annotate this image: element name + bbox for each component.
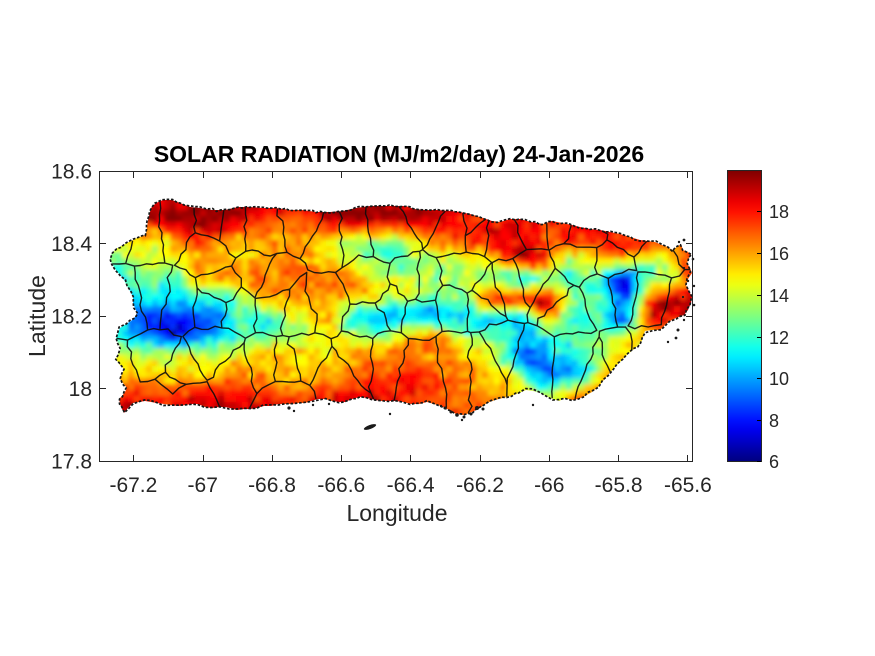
- svg-text:-66.8: -66.8: [248, 474, 296, 497]
- svg-text:-66.4: -66.4: [387, 474, 435, 497]
- svg-text:Longitude: Longitude: [346, 500, 447, 526]
- svg-text:6: 6: [769, 452, 779, 472]
- svg-text:18.2: 18.2: [51, 306, 92, 329]
- svg-text:16: 16: [769, 244, 789, 264]
- svg-text:17.8: 17.8: [51, 451, 92, 474]
- svg-text:-67: -67: [188, 474, 218, 497]
- svg-text:-66.2: -66.2: [456, 474, 504, 497]
- svg-text:18: 18: [769, 202, 789, 222]
- svg-text:SOLAR RADIATION (MJ/m2/day) 24: SOLAR RADIATION (MJ/m2/day) 24-Jan-2026: [154, 141, 644, 167]
- svg-text:18: 18: [69, 378, 92, 401]
- svg-text:-65.8: -65.8: [595, 474, 643, 497]
- svg-text:-65.6: -65.6: [664, 474, 712, 497]
- svg-text:10: 10: [769, 369, 789, 389]
- svg-text:-66.6: -66.6: [317, 474, 365, 497]
- svg-text:18.6: 18.6: [51, 161, 92, 184]
- svg-text:18.4: 18.4: [51, 233, 92, 256]
- svg-text:Latitude: Latitude: [24, 275, 50, 357]
- svg-text:-67.2: -67.2: [109, 474, 157, 497]
- svg-text:8: 8: [769, 411, 779, 431]
- svg-text:14: 14: [769, 286, 789, 306]
- svg-text:-66: -66: [534, 474, 564, 497]
- svg-text:12: 12: [769, 328, 789, 348]
